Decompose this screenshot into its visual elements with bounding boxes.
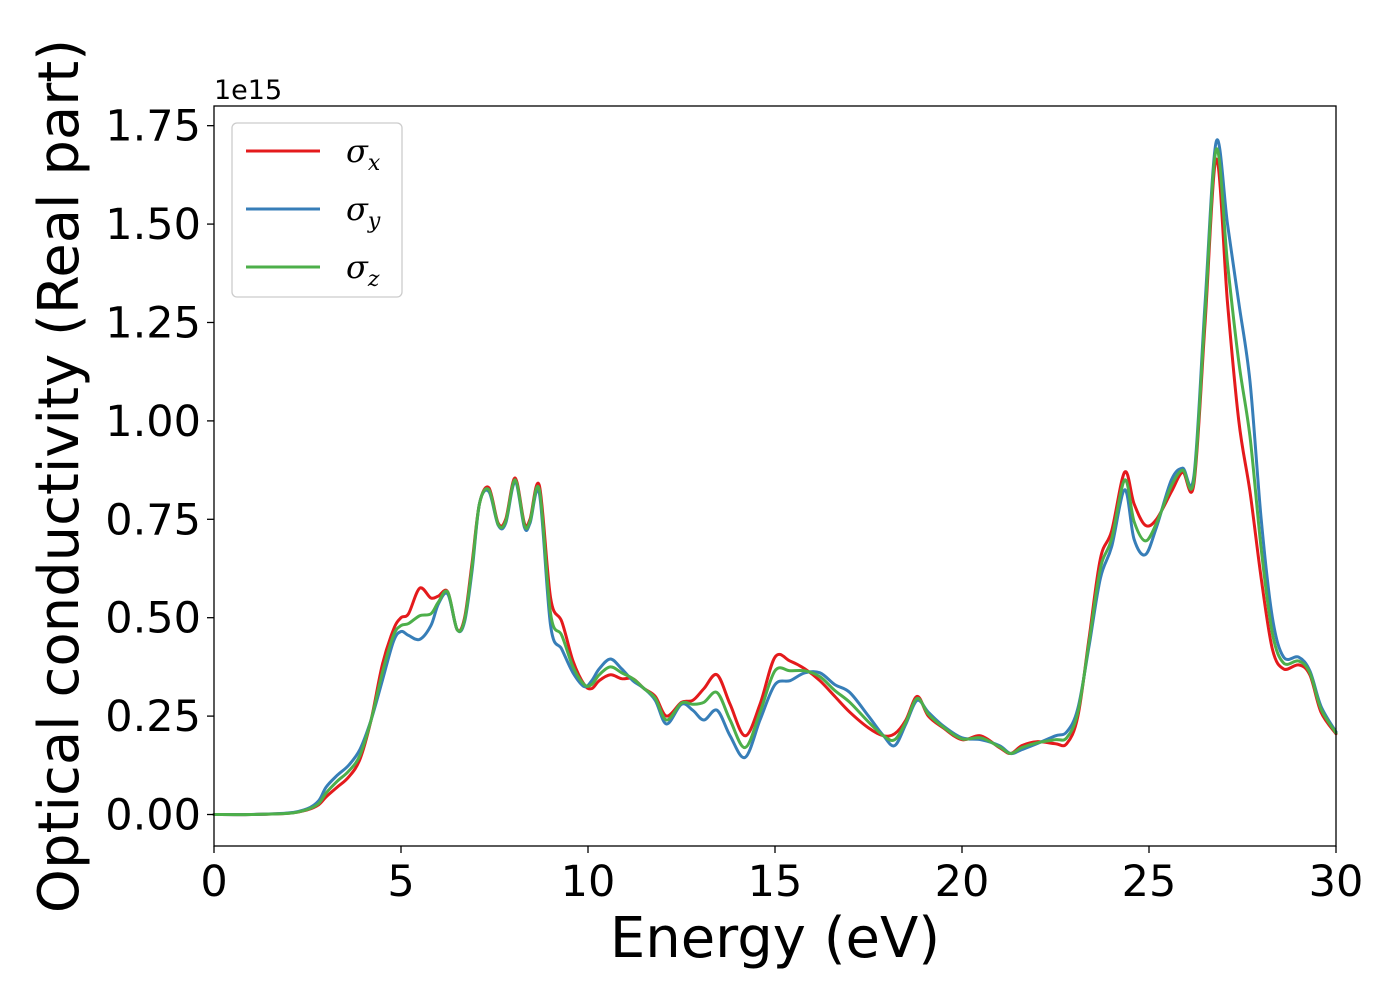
x-tick-label: 20 <box>935 857 990 907</box>
x-tick-label: 30 <box>1309 857 1364 907</box>
x-tick-label: 15 <box>748 857 803 907</box>
legend-label-sigma-z: σz <box>346 248 380 292</box>
y-tick-label: 1.00 <box>105 397 201 447</box>
series-line-sigma-y <box>212 138 1338 817</box>
y-tick-label: 1.50 <box>105 200 201 250</box>
y-axis-offset-label: 1e15 <box>214 75 282 106</box>
x-tick-label: 10 <box>561 857 616 907</box>
legend-label-sigma-x: σx <box>346 132 381 176</box>
series-layer <box>212 138 1338 817</box>
y-tick-label: 1.75 <box>105 102 201 152</box>
x-tick-label: 5 <box>387 857 414 907</box>
y-axis-label: Optical conductivity (Real part) <box>27 39 92 913</box>
y-tick-label: 0.75 <box>105 495 201 545</box>
x-axis-ticks: 0 5 10 15 20 25 30 <box>200 846 1363 907</box>
series-line-sigma-x <box>212 157 1338 817</box>
x-axis-label: Energy (eV) <box>610 906 940 971</box>
legend: σx σy σz <box>231 122 403 298</box>
series-line-sigma-z <box>212 147 1338 817</box>
y-axis-ticks: 0.00 0.25 0.50 0.75 1.00 1.25 1.50 1.75 <box>105 102 214 841</box>
y-tick-label: 1.25 <box>105 298 201 348</box>
x-tick-label: 25 <box>1122 857 1177 907</box>
y-tick-label: 0.25 <box>105 692 201 742</box>
y-tick-label: 0.00 <box>105 791 201 841</box>
y-tick-label: 0.50 <box>105 594 201 644</box>
legend-label-sigma-y: σy <box>346 190 381 234</box>
x-tick-label: 0 <box>200 857 227 907</box>
